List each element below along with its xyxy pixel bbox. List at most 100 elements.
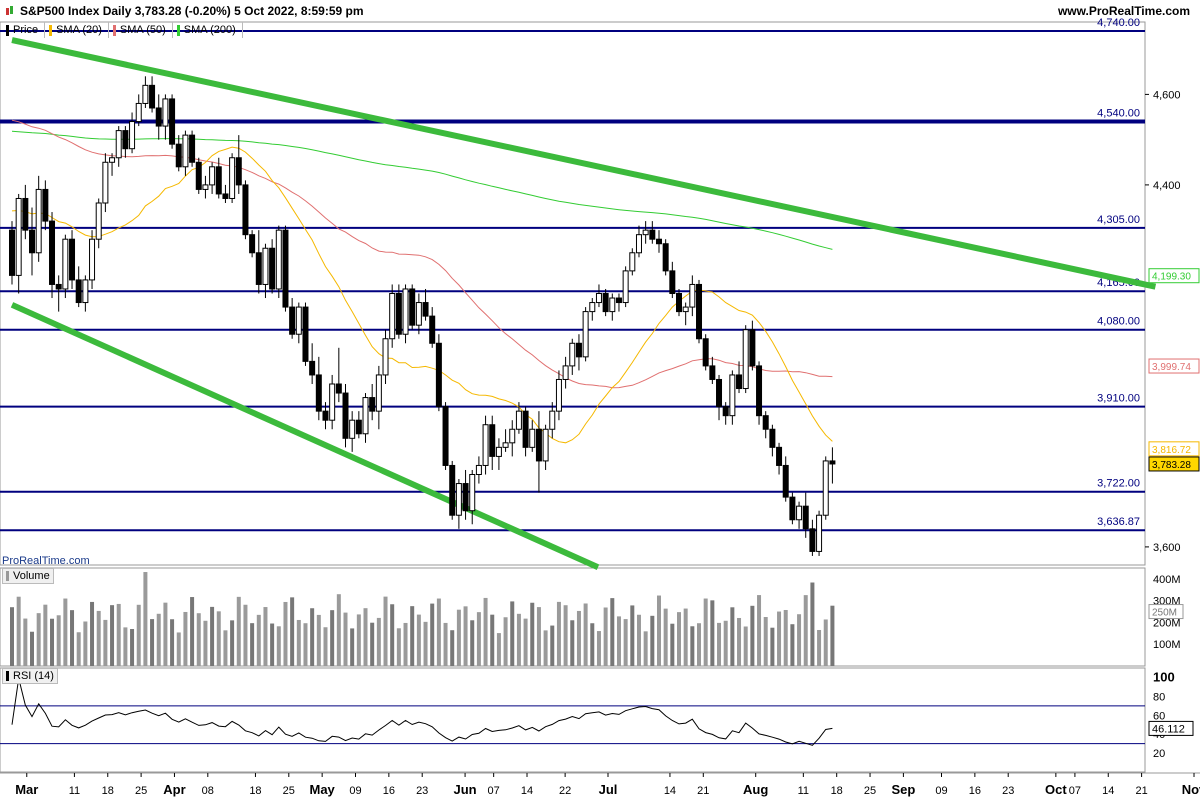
volume-last-tag bbox=[1148, 604, 1184, 620]
candle-body bbox=[362, 397, 369, 435]
last-value-label: 3,999.74 bbox=[1152, 362, 1191, 373]
rsi-label-text: RSI (14) bbox=[13, 670, 54, 682]
volume-bar bbox=[790, 624, 795, 666]
candle-body bbox=[502, 442, 509, 448]
candle-body bbox=[422, 302, 429, 317]
level-label: 3,636.87 bbox=[1097, 516, 1140, 528]
candle-body bbox=[209, 166, 216, 186]
candle-body bbox=[696, 283, 703, 340]
volume-bar bbox=[783, 609, 788, 666]
volume-bar bbox=[470, 620, 475, 666]
last-value-tag bbox=[1148, 358, 1200, 374]
candle-body bbox=[302, 306, 309, 362]
x-tick-label: Jul bbox=[599, 782, 618, 797]
volume-tick-label: 200M bbox=[1153, 617, 1181, 629]
x-tick-label: 08 bbox=[202, 785, 214, 797]
candle-body bbox=[669, 270, 676, 294]
volume-bar bbox=[330, 610, 335, 666]
volume-bar bbox=[70, 610, 75, 666]
volume-bar bbox=[383, 596, 388, 666]
volume-bar bbox=[356, 614, 361, 666]
legend-item-price[interactable]: Price bbox=[2, 22, 46, 38]
legend-label-sma20: SMA (20) bbox=[56, 24, 102, 36]
chart-title: S&P500 Index Daily 3,783.28 (-0.20%) 5 O… bbox=[20, 4, 364, 18]
candle-body bbox=[255, 252, 262, 285]
candle-body bbox=[702, 338, 709, 367]
candle-body bbox=[515, 410, 522, 430]
volume-bar bbox=[296, 619, 301, 666]
volume-bar bbox=[403, 622, 408, 666]
volume-bar bbox=[263, 607, 268, 666]
candle-body bbox=[382, 338, 389, 376]
brand-watermark: ProRealTime.com bbox=[2, 555, 90, 567]
candle-body bbox=[622, 270, 629, 304]
rsi-panel-label[interactable]: RSI (14) bbox=[2, 668, 58, 684]
volume-bar bbox=[456, 609, 461, 666]
volume-bar bbox=[283, 601, 288, 666]
candle-body bbox=[776, 446, 783, 466]
x-tick-label: 16 bbox=[969, 785, 981, 797]
candle-body bbox=[342, 392, 349, 439]
candle-body bbox=[282, 229, 289, 308]
volume-bar bbox=[490, 614, 495, 666]
candle-body bbox=[322, 410, 329, 421]
candle-body bbox=[62, 238, 69, 290]
volume-bar bbox=[230, 620, 235, 666]
candle-body bbox=[335, 383, 342, 394]
volume-panel-label[interactable]: Volume bbox=[2, 568, 54, 584]
candle-body bbox=[802, 505, 809, 530]
candle-body bbox=[169, 98, 176, 145]
site-url[interactable]: www.ProRealTime.com bbox=[1057, 4, 1190, 18]
legend-item-sma20[interactable]: SMA (20) bbox=[45, 22, 109, 38]
candle-body bbox=[349, 419, 356, 439]
x-tick-label: 21 bbox=[697, 785, 709, 797]
legend-item-sma200[interactable]: SMA (200) bbox=[173, 22, 243, 38]
candle-body bbox=[309, 360, 316, 376]
x-tick-label: 22 bbox=[559, 785, 571, 797]
volume-bar bbox=[190, 597, 195, 666]
candle-body bbox=[689, 283, 696, 308]
candle-body bbox=[289, 306, 296, 335]
x-tick-label: 23 bbox=[1002, 785, 1014, 797]
x-tick-label: Mar bbox=[15, 782, 38, 797]
candle-body bbox=[549, 410, 556, 430]
volume-bar bbox=[797, 614, 802, 666]
candle-body bbox=[829, 460, 836, 465]
candle-body bbox=[162, 98, 169, 127]
candle-body bbox=[155, 107, 162, 127]
x-tick-label: 11 bbox=[69, 785, 80, 797]
volume-bar bbox=[523, 618, 528, 666]
volume-bar bbox=[616, 616, 621, 666]
legend-item-sma50[interactable]: SMA (50) bbox=[109, 22, 173, 38]
candle-body bbox=[582, 311, 589, 358]
volume-bar bbox=[176, 632, 181, 666]
candle-body bbox=[736, 374, 743, 390]
x-tick-label: 18 bbox=[102, 785, 114, 797]
volume-bar bbox=[256, 614, 261, 666]
volume-bar bbox=[83, 621, 88, 666]
candle-body bbox=[69, 238, 76, 281]
volume-bar bbox=[183, 611, 188, 666]
volume-bar bbox=[343, 612, 348, 666]
volume-bar bbox=[163, 602, 168, 666]
legend-label-sma200: SMA (200) bbox=[183, 24, 236, 36]
candle-body bbox=[409, 288, 416, 326]
candle-body bbox=[716, 378, 723, 408]
volume-label-text: Volume bbox=[13, 570, 50, 582]
volume-bar bbox=[590, 623, 595, 666]
volume-bar bbox=[530, 602, 535, 666]
volume-bar bbox=[737, 617, 742, 666]
candle-body bbox=[315, 374, 322, 412]
volume-bar bbox=[636, 614, 641, 666]
rsi-tick-label: 80 bbox=[1153, 691, 1165, 703]
rsi-last-tag bbox=[1148, 720, 1194, 736]
volume-bar bbox=[536, 607, 541, 666]
candle-body bbox=[269, 247, 276, 290]
volume-bar bbox=[550, 625, 555, 666]
candle-body bbox=[682, 306, 689, 313]
volume-bar bbox=[656, 595, 661, 666]
candle-body bbox=[529, 428, 536, 448]
rsi-tick-label: 20 bbox=[1153, 748, 1165, 760]
volume-bar bbox=[350, 628, 355, 666]
